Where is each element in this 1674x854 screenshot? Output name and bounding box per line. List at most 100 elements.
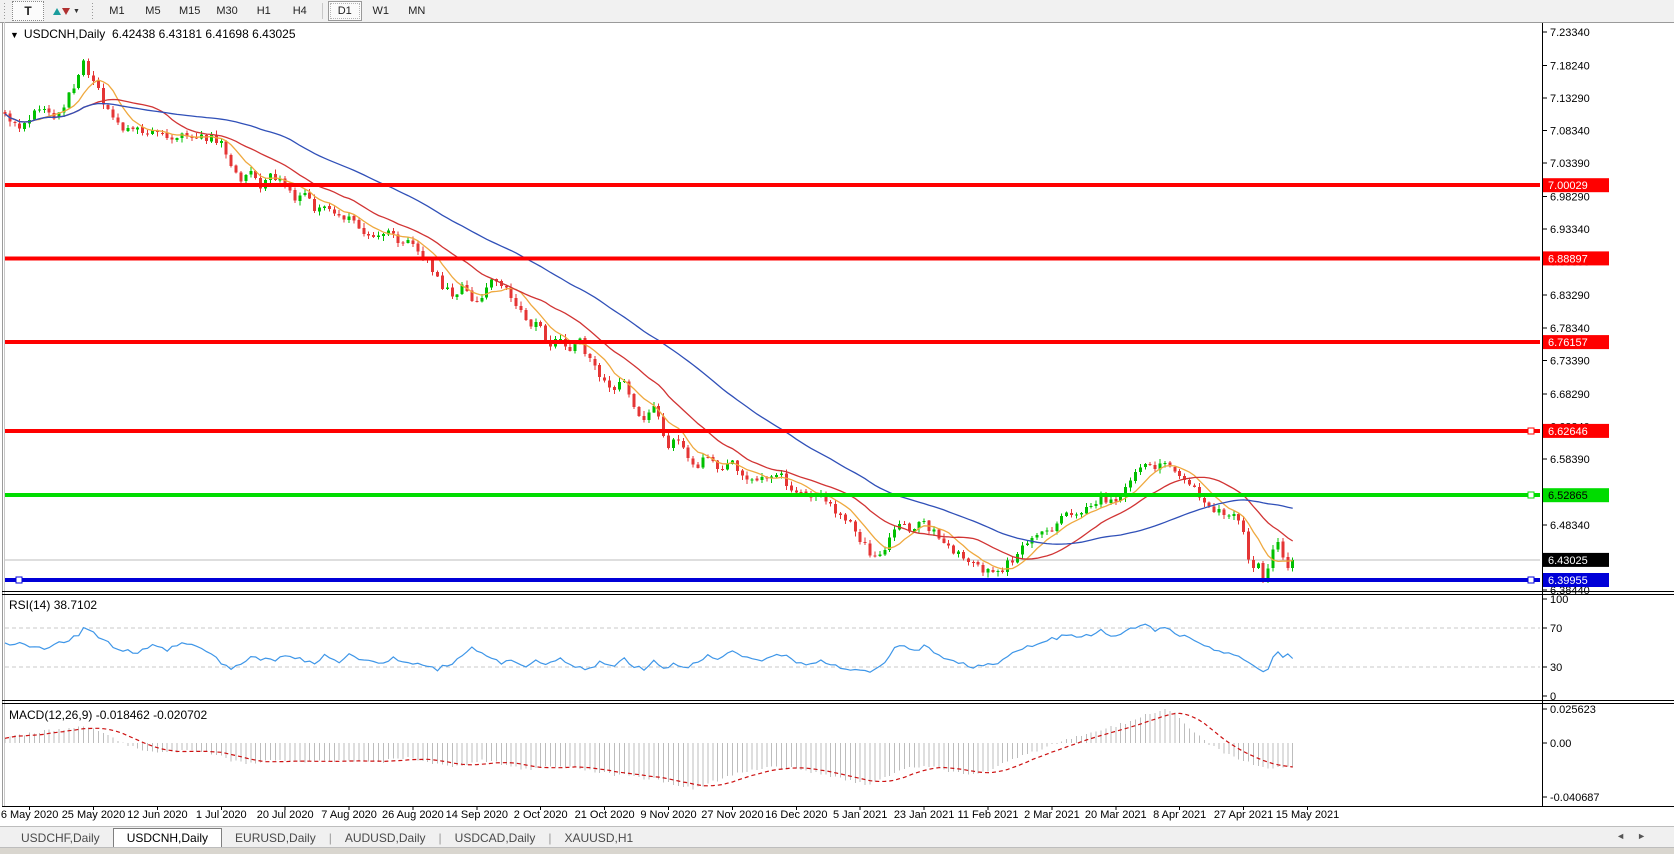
date-tick-label: 26 Aug 2020: [382, 809, 444, 821]
timeframe-button-h1[interactable]: H1: [256, 5, 271, 17]
date-tick-label: 15 May 2021: [1276, 809, 1340, 821]
timeframe-button-h4[interactable]: H4: [292, 5, 307, 17]
chart-window: 7.23340 7.18240 7.13290 7.08340 7.03390 6.982…: [0, 22, 1674, 826]
ma-slow-line: [4, 102, 1293, 545]
price-tick-label: 6.98290: [1550, 192, 1590, 204]
toolbar-separator: [321, 3, 323, 19]
line-handle: [1527, 491, 1535, 499]
price-level-label: 7.00029: [1543, 178, 1609, 193]
candlesticks: [3, 58, 1295, 584]
price-level-label: 6.88897: [1543, 251, 1609, 266]
price-tick-label: 6.48340: [1550, 520, 1590, 532]
price-level-label: 6.76157: [1543, 335, 1609, 350]
timeframe-button-m30[interactable]: M30: [216, 5, 238, 17]
svg-text:6.62646: 6.62646: [1548, 426, 1588, 438]
price-tick-label: 6.58390: [1550, 454, 1590, 466]
price-tick-label: 7.03390: [1550, 158, 1590, 170]
chart-title: USDCNH,Daily: [23, 27, 106, 41]
line-handle: [1527, 576, 1535, 584]
date-tick-label: 6 May 2020: [1, 809, 58, 821]
date-tick-label: 27 Apr 2021: [1214, 809, 1273, 821]
objects-tool-icon: [53, 7, 70, 15]
tab-separator: |: [438, 830, 442, 845]
chart-header: ▼ USDCNH,Daily 6.42438 6.43181 6.41698 6.…: [10, 27, 296, 41]
price-tick-label: 6.73390: [1550, 355, 1590, 367]
tab-scroll-right-icon[interactable]: ►: [1637, 831, 1646, 841]
date-tick-label: 9 Nov 2020: [640, 809, 696, 821]
tab-usdcnh[interactable]: USDCNH,Daily: [112, 827, 223, 848]
date-tick-label: 20 Mar 2021: [1085, 809, 1147, 821]
price-tick-label: 7.18240: [1550, 61, 1590, 73]
svg-text:6.43025: 6.43025: [1548, 555, 1588, 567]
quote-open: 6.42438: [111, 27, 156, 41]
macd-tick-label: 0.00: [1550, 738, 1571, 750]
date-tick-label: 5 Jan 2021: [833, 809, 887, 821]
tab-usdcad[interactable]: USDCAD,Daily: [454, 830, 536, 845]
date-tick-label: 7 Aug 2020: [321, 809, 377, 821]
date-tick-label: 27 Nov 2020: [701, 809, 763, 821]
rsi-indicator-label: RSI(14) 38.7102: [9, 598, 98, 612]
timeframe-toolbar: M1 M5 M15 M30 H1 H4 D1 W1 MN: [99, 1, 435, 21]
horizontal-scrollbar[interactable]: [0, 847, 1674, 854]
price-tick-label: 7.23340: [1550, 27, 1590, 39]
quote-low: 6.41698: [205, 27, 249, 41]
rsi-tick-label: 0: [1550, 691, 1556, 703]
tab-separator: |: [328, 830, 332, 845]
price-tick-label: 6.38440: [1550, 585, 1590, 597]
tab-xauusd[interactable]: XAUUSD,H1: [564, 830, 634, 845]
date-tick-label: 2 Mar 2021: [1024, 809, 1080, 821]
timeframe-button-d1[interactable]: D1: [327, 1, 362, 21]
collapse-triangle-icon: ▼: [10, 30, 19, 40]
price-level-label: 6.39955: [1543, 573, 1609, 587]
macd-signal-line: [4, 712, 1293, 787]
quote-high: 6.43181: [158, 27, 203, 41]
price-level-label: 6.43025: [1543, 552, 1609, 567]
date-tick-label: 2 Oct 2020: [514, 809, 568, 821]
date-tick-label: 25 May 2020: [62, 809, 126, 821]
price-tick-label: 6.83290: [1550, 290, 1590, 302]
date-tick-label: 1 Jul 2020: [196, 809, 247, 821]
ma-mid-line: [4, 98, 1294, 560]
tab-separator: |: [548, 830, 552, 845]
rsi-tick-label: 70: [1550, 623, 1562, 635]
price-tick-label: 7.13290: [1550, 93, 1590, 105]
price-chart[interactable]: 7.23340 7.18240 7.13290 7.08340 7.03390 6.982…: [0, 22, 1674, 826]
toolbar-grip[interactable]: [90, 3, 96, 19]
timeframe-button-m15[interactable]: M15: [178, 5, 201, 17]
top-toolbar: T ▼ M1 M5 M15 M30 H1 H4 D1 W1 MN: [0, 0, 1674, 23]
timeframe-button-m5[interactable]: M5: [145, 5, 161, 17]
text-label-tool-button[interactable]: T: [12, 1, 44, 21]
macd-value-signal: -0.020702: [153, 708, 208, 722]
date-tick-label: 14 Sep 2020: [446, 809, 508, 821]
text-tool-icon: T: [24, 4, 32, 18]
svg-text:6.88897: 6.88897: [1548, 253, 1588, 265]
tab-eurusd[interactable]: EURUSD,Daily: [235, 830, 316, 845]
toolbar-grip[interactable]: [3, 3, 8, 19]
rsi-tick-label: 100: [1550, 594, 1568, 606]
line-handle: [1527, 427, 1535, 435]
price-level-label: 6.52865: [1543, 488, 1609, 503]
date-tick-label: 23 Jan 2021: [894, 809, 955, 821]
timeframe-button-m1[interactable]: M1: [109, 5, 125, 17]
date-tick-label: 16 Dec 2020: [765, 809, 827, 821]
objects-tool-button[interactable]: ▼: [46, 1, 87, 21]
macd-value-main: -0.018462: [95, 708, 150, 722]
tab-usdchf[interactable]: USDCHF,Daily: [21, 830, 100, 845]
ma-fast-line: [4, 79, 1293, 570]
date-tick-label: 8 Apr 2021: [1153, 809, 1206, 821]
chart-tab-bar: USDCHF,Daily USDCNH,Daily EURUSD,Daily | AUD…: [0, 826, 1674, 848]
timeframe-button-mn[interactable]: MN: [408, 5, 426, 17]
timeframe-button-w1[interactable]: W1: [372, 5, 390, 17]
price-tick-label: 6.93340: [1550, 224, 1590, 236]
tab-audusd[interactable]: AUDUSD,Daily: [344, 830, 426, 845]
date-tick-label: 21 Oct 2020: [575, 809, 635, 821]
svg-text:6.76157: 6.76157: [1548, 337, 1588, 349]
line-handle: [15, 576, 23, 584]
price-level-label: 6.62646: [1543, 423, 1609, 438]
macd-indicator-label: MACD(12,26,9) -0.018462 -0.020702: [9, 708, 208, 722]
macd-tick-label: 0.025623: [1550, 704, 1596, 716]
tab-scroll-left-icon[interactable]: ◄: [1616, 831, 1626, 841]
price-tick-label: 6.68290: [1550, 389, 1590, 401]
date-tick-label: 12 Jun 2020: [127, 809, 188, 821]
